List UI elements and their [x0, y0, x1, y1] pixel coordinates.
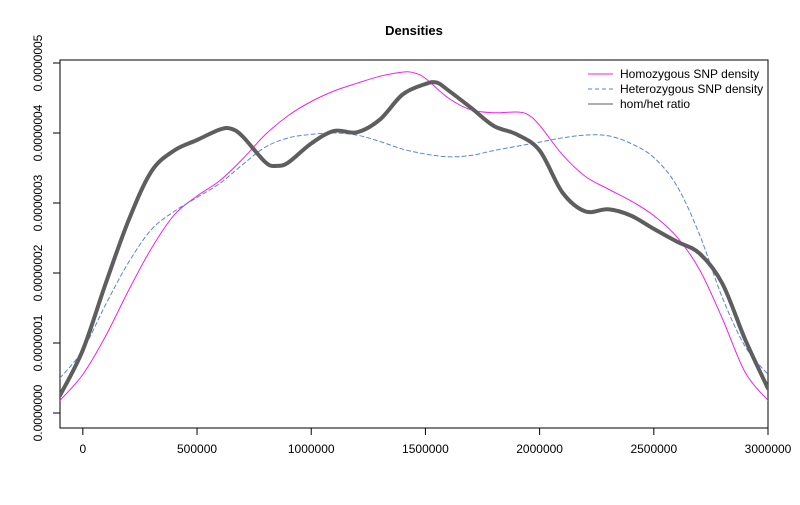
x-tick-label: 2000000	[516, 442, 563, 456]
y-tick-label: 0.0000004	[31, 104, 45, 161]
x-tick-label: 0	[79, 442, 86, 456]
legend-heterozygous-label: Heterozygous SNP density	[620, 82, 763, 96]
x-tick-label: 500000	[177, 442, 217, 456]
series-layer	[60, 71, 768, 401]
y-tick-label: 0.0000000	[31, 384, 45, 441]
plot-frame	[59, 59, 769, 429]
x-axis: 0 500000 1000000 1500000 2000000 2500000 30000…	[79, 427, 792, 456]
y-tick-label: 0.0000003	[31, 174, 45, 231]
y-tick-label: 0.0000002	[31, 244, 45, 301]
y-tick-label: 0.0000001	[31, 314, 45, 371]
y-axis: 0.0000000 0.0000001 0.0000002 0.0000003 0.00…	[31, 34, 61, 441]
homozygous-snp-density-line	[60, 71, 768, 401]
legend-homozygous-label: Homozygous SNP density	[620, 67, 759, 81]
y-tick-label: 0.0000005	[31, 34, 45, 91]
x-tick-label: 3000000	[745, 442, 792, 456]
x-tick-label: 1000000	[288, 442, 335, 456]
chart-title: Densities	[385, 23, 443, 38]
heterozygous-snp-density-line	[60, 132, 768, 379]
legend-hom-het-ratio-label: hom/het ratio	[620, 97, 690, 111]
x-tick-label: 2500000	[630, 442, 677, 456]
x-tick-label: 1500000	[402, 442, 449, 456]
hom-het-ratio-line	[60, 80, 768, 398]
